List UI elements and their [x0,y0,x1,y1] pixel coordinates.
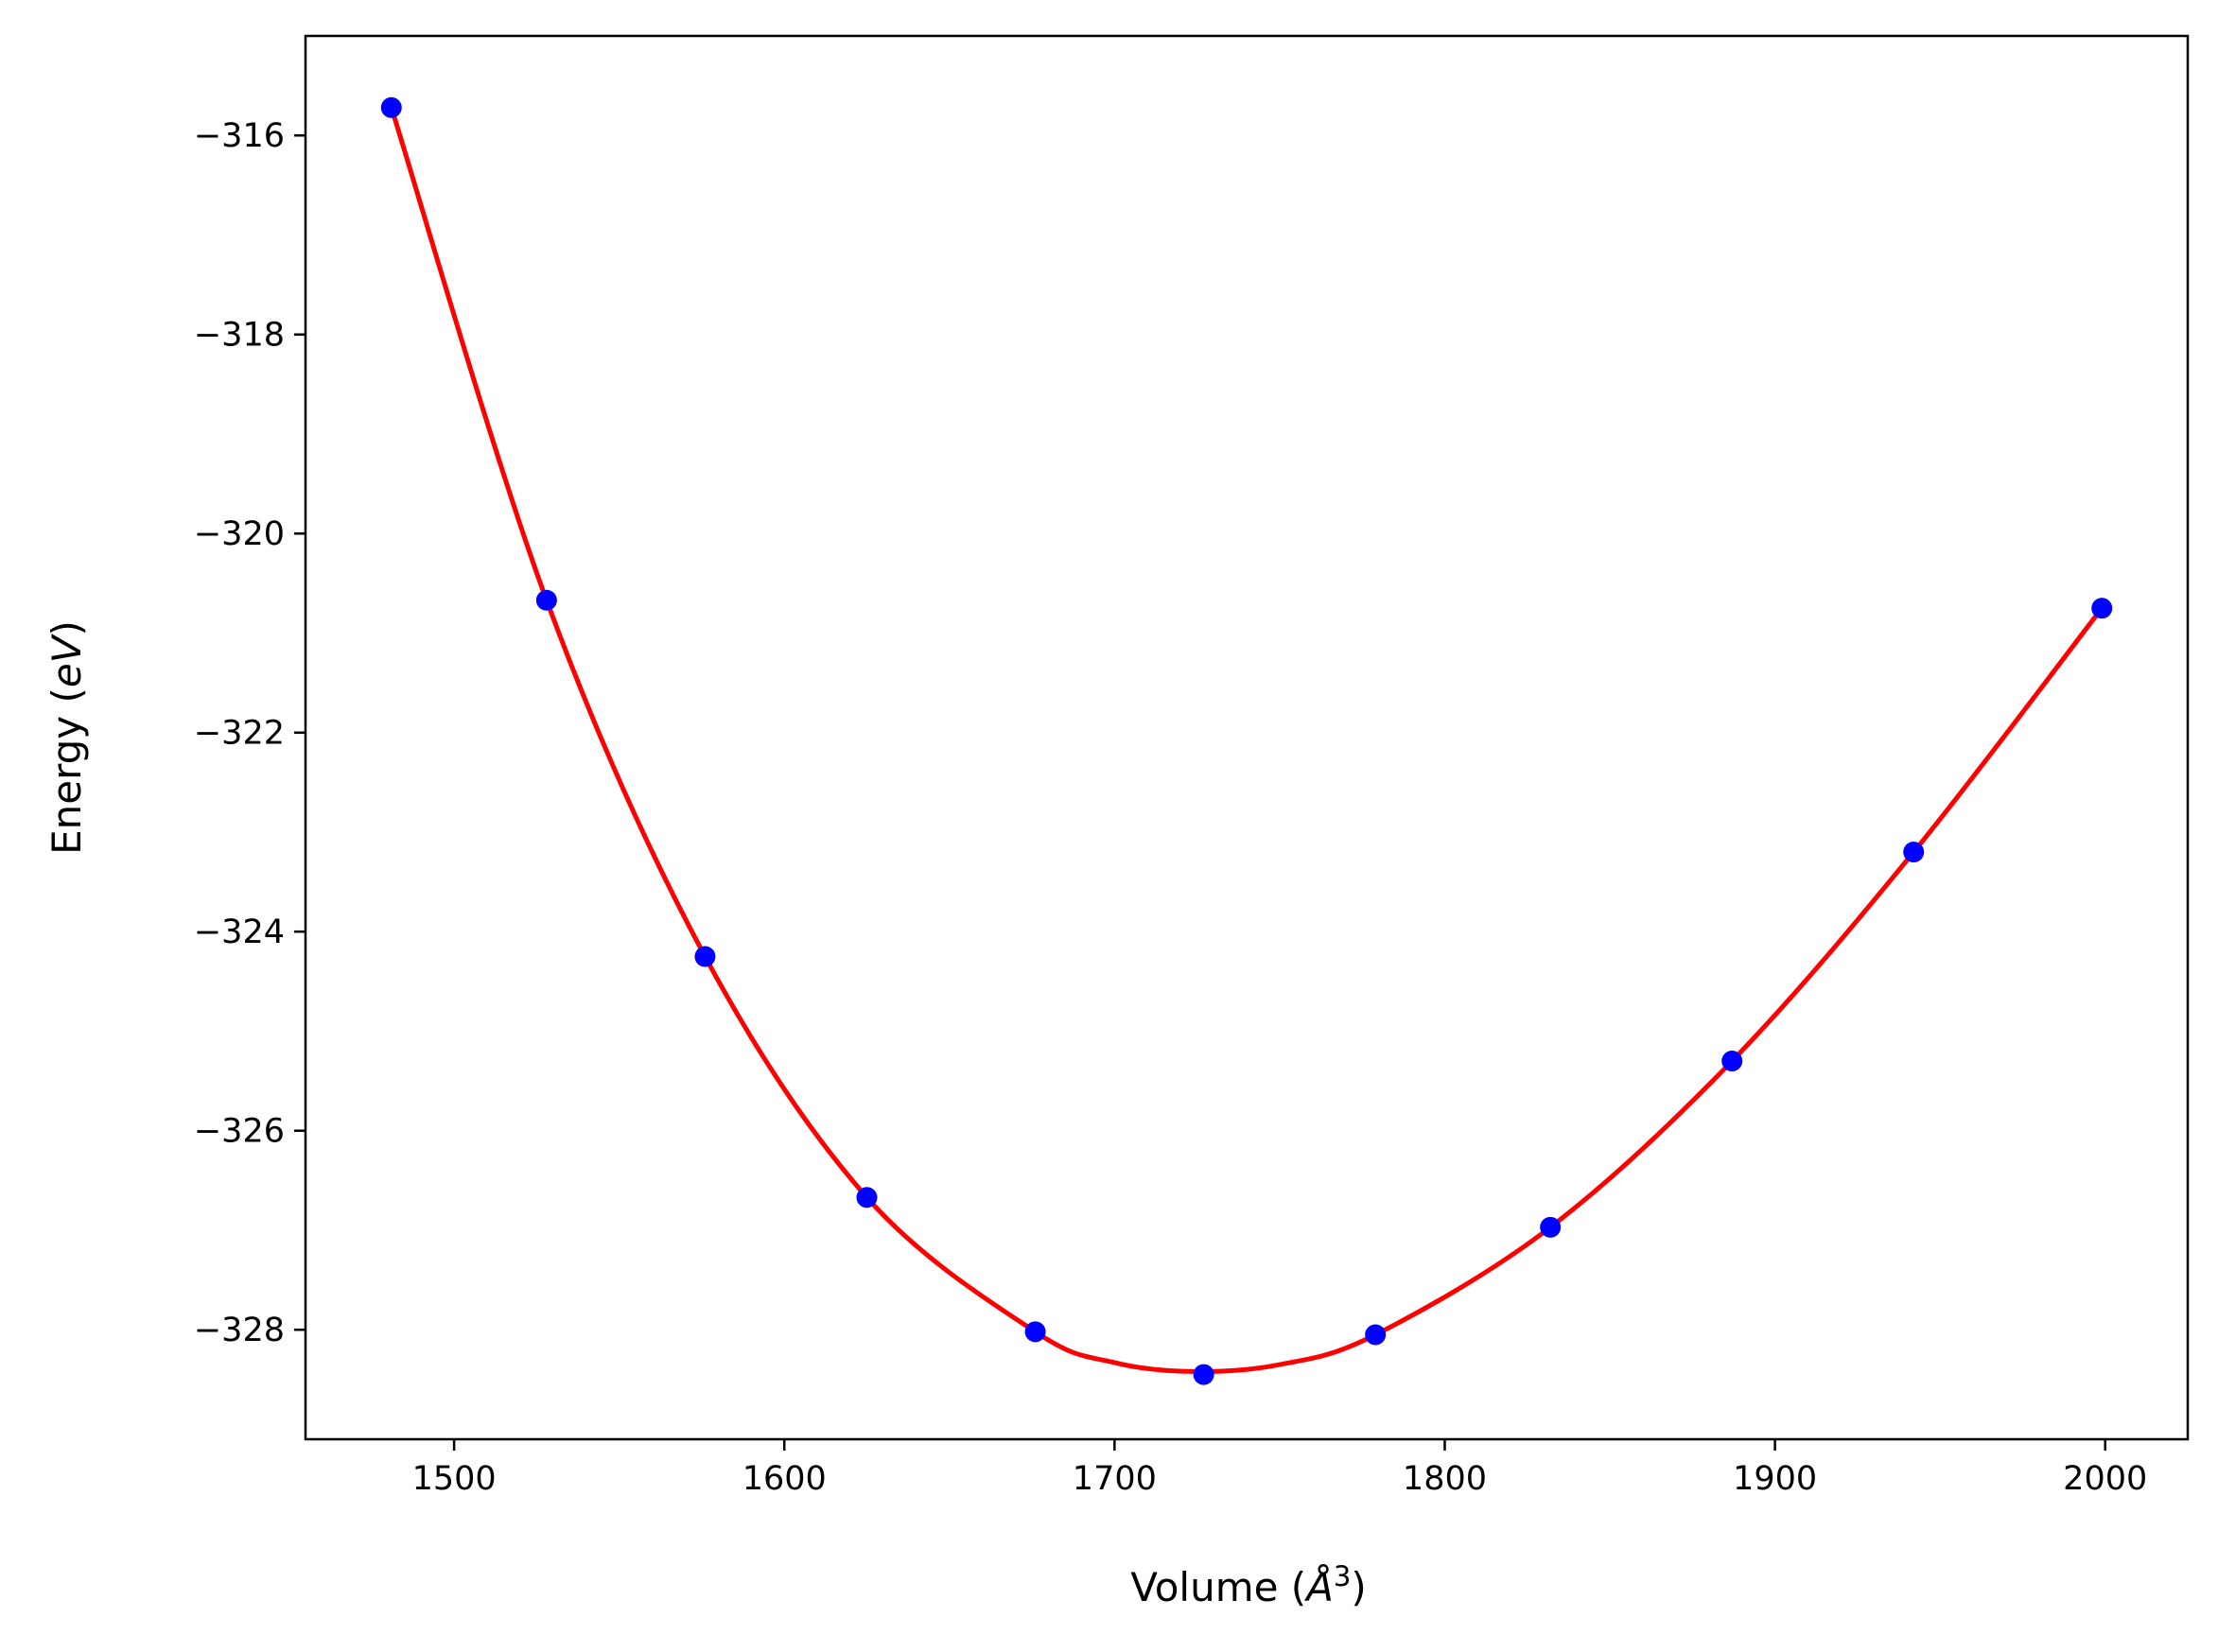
x-axis-label-close: ) [1351,1564,1366,1610]
y-axis-label: Energy (eV) [44,620,90,855]
x-axis-label-exponent: 3 [1334,1560,1351,1592]
y-axis-label-text: Energy ( [44,687,90,855]
x-tick-label: 1800 [1403,1460,1487,1498]
x-axis-label: Volume (Å3) [1130,1560,1367,1610]
x-tick-label: 1500 [412,1460,497,1498]
plot-area [380,96,2113,1385]
x-tick-label: 2000 [2063,1460,2147,1498]
y-tick-label: −318 [194,317,285,355]
y-tick-label: −320 [194,515,285,553]
data-point [694,946,716,967]
data-point [535,589,557,611]
data-point [1365,1324,1387,1346]
axes-frame [304,34,2190,1441]
y-tick-label: −326 [194,1113,285,1151]
data-point [1540,1216,1562,1238]
y-axis-label-unit: eV [44,633,90,687]
y-tick-label: −324 [194,913,285,951]
data-point [2091,598,2113,619]
data-point [380,96,402,118]
x-tick-label: 1900 [1733,1460,1817,1498]
y-tick-label: −328 [194,1312,285,1349]
data-point [1903,842,1925,863]
y-tick-label: −316 [194,117,285,155]
y-axis-ticks: −316 −318 −320 −322 −324 −326 −328 [194,117,306,1349]
data-point [1193,1364,1214,1385]
fit-curve [389,107,2104,1374]
data-point [1721,1051,1743,1072]
data-point [856,1187,878,1209]
x-tick-label: 1600 [742,1460,827,1498]
y-axis-label-close: ) [44,620,90,635]
y-tick-label: −322 [194,715,285,753]
data-point [1024,1321,1046,1343]
x-axis-ticks: 1500 1600 1700 1800 1900 2000 [412,1439,2147,1498]
x-axis-label-unit: Å [1303,1563,1334,1610]
x-tick-label: 1700 [1073,1460,1157,1498]
x-axis-label-text: Volume ( [1130,1564,1306,1610]
